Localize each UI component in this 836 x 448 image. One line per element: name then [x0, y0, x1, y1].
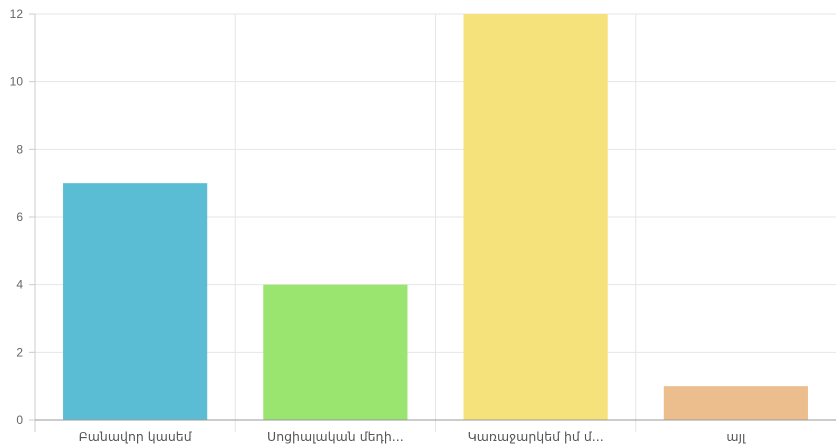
chart-bars	[63, 14, 808, 420]
y-tick-label: 8	[16, 142, 23, 156]
bar-2	[263, 284, 408, 420]
y-tick-label: 4	[16, 278, 23, 292]
y-tick-label: 2	[16, 345, 23, 359]
chart-axes	[29, 13, 836, 432]
y-tick-label: 10	[10, 75, 24, 89]
bar-1	[63, 183, 208, 420]
y-tick-label: 12	[10, 7, 24, 21]
bar-3	[463, 14, 608, 420]
x-category-label: այլ	[726, 429, 746, 444]
y-axis-tick-labels: 0 2 4 6 8 10 12	[10, 7, 24, 427]
y-tick-label: 6	[16, 210, 23, 224]
y-tick-label: 0	[16, 413, 23, 427]
bar-4	[663, 386, 808, 420]
x-category-label: Բանավոր կասեմ	[79, 429, 193, 444]
x-category-label: Կառաջարկեմ իմ մ...	[468, 429, 604, 444]
x-category-label: Սոցիալական մեդի...	[267, 429, 404, 444]
x-axis-category-labels: Բանավոր կասեմ Սոցիալական մեդի... Կառաջարկե…	[79, 429, 746, 444]
